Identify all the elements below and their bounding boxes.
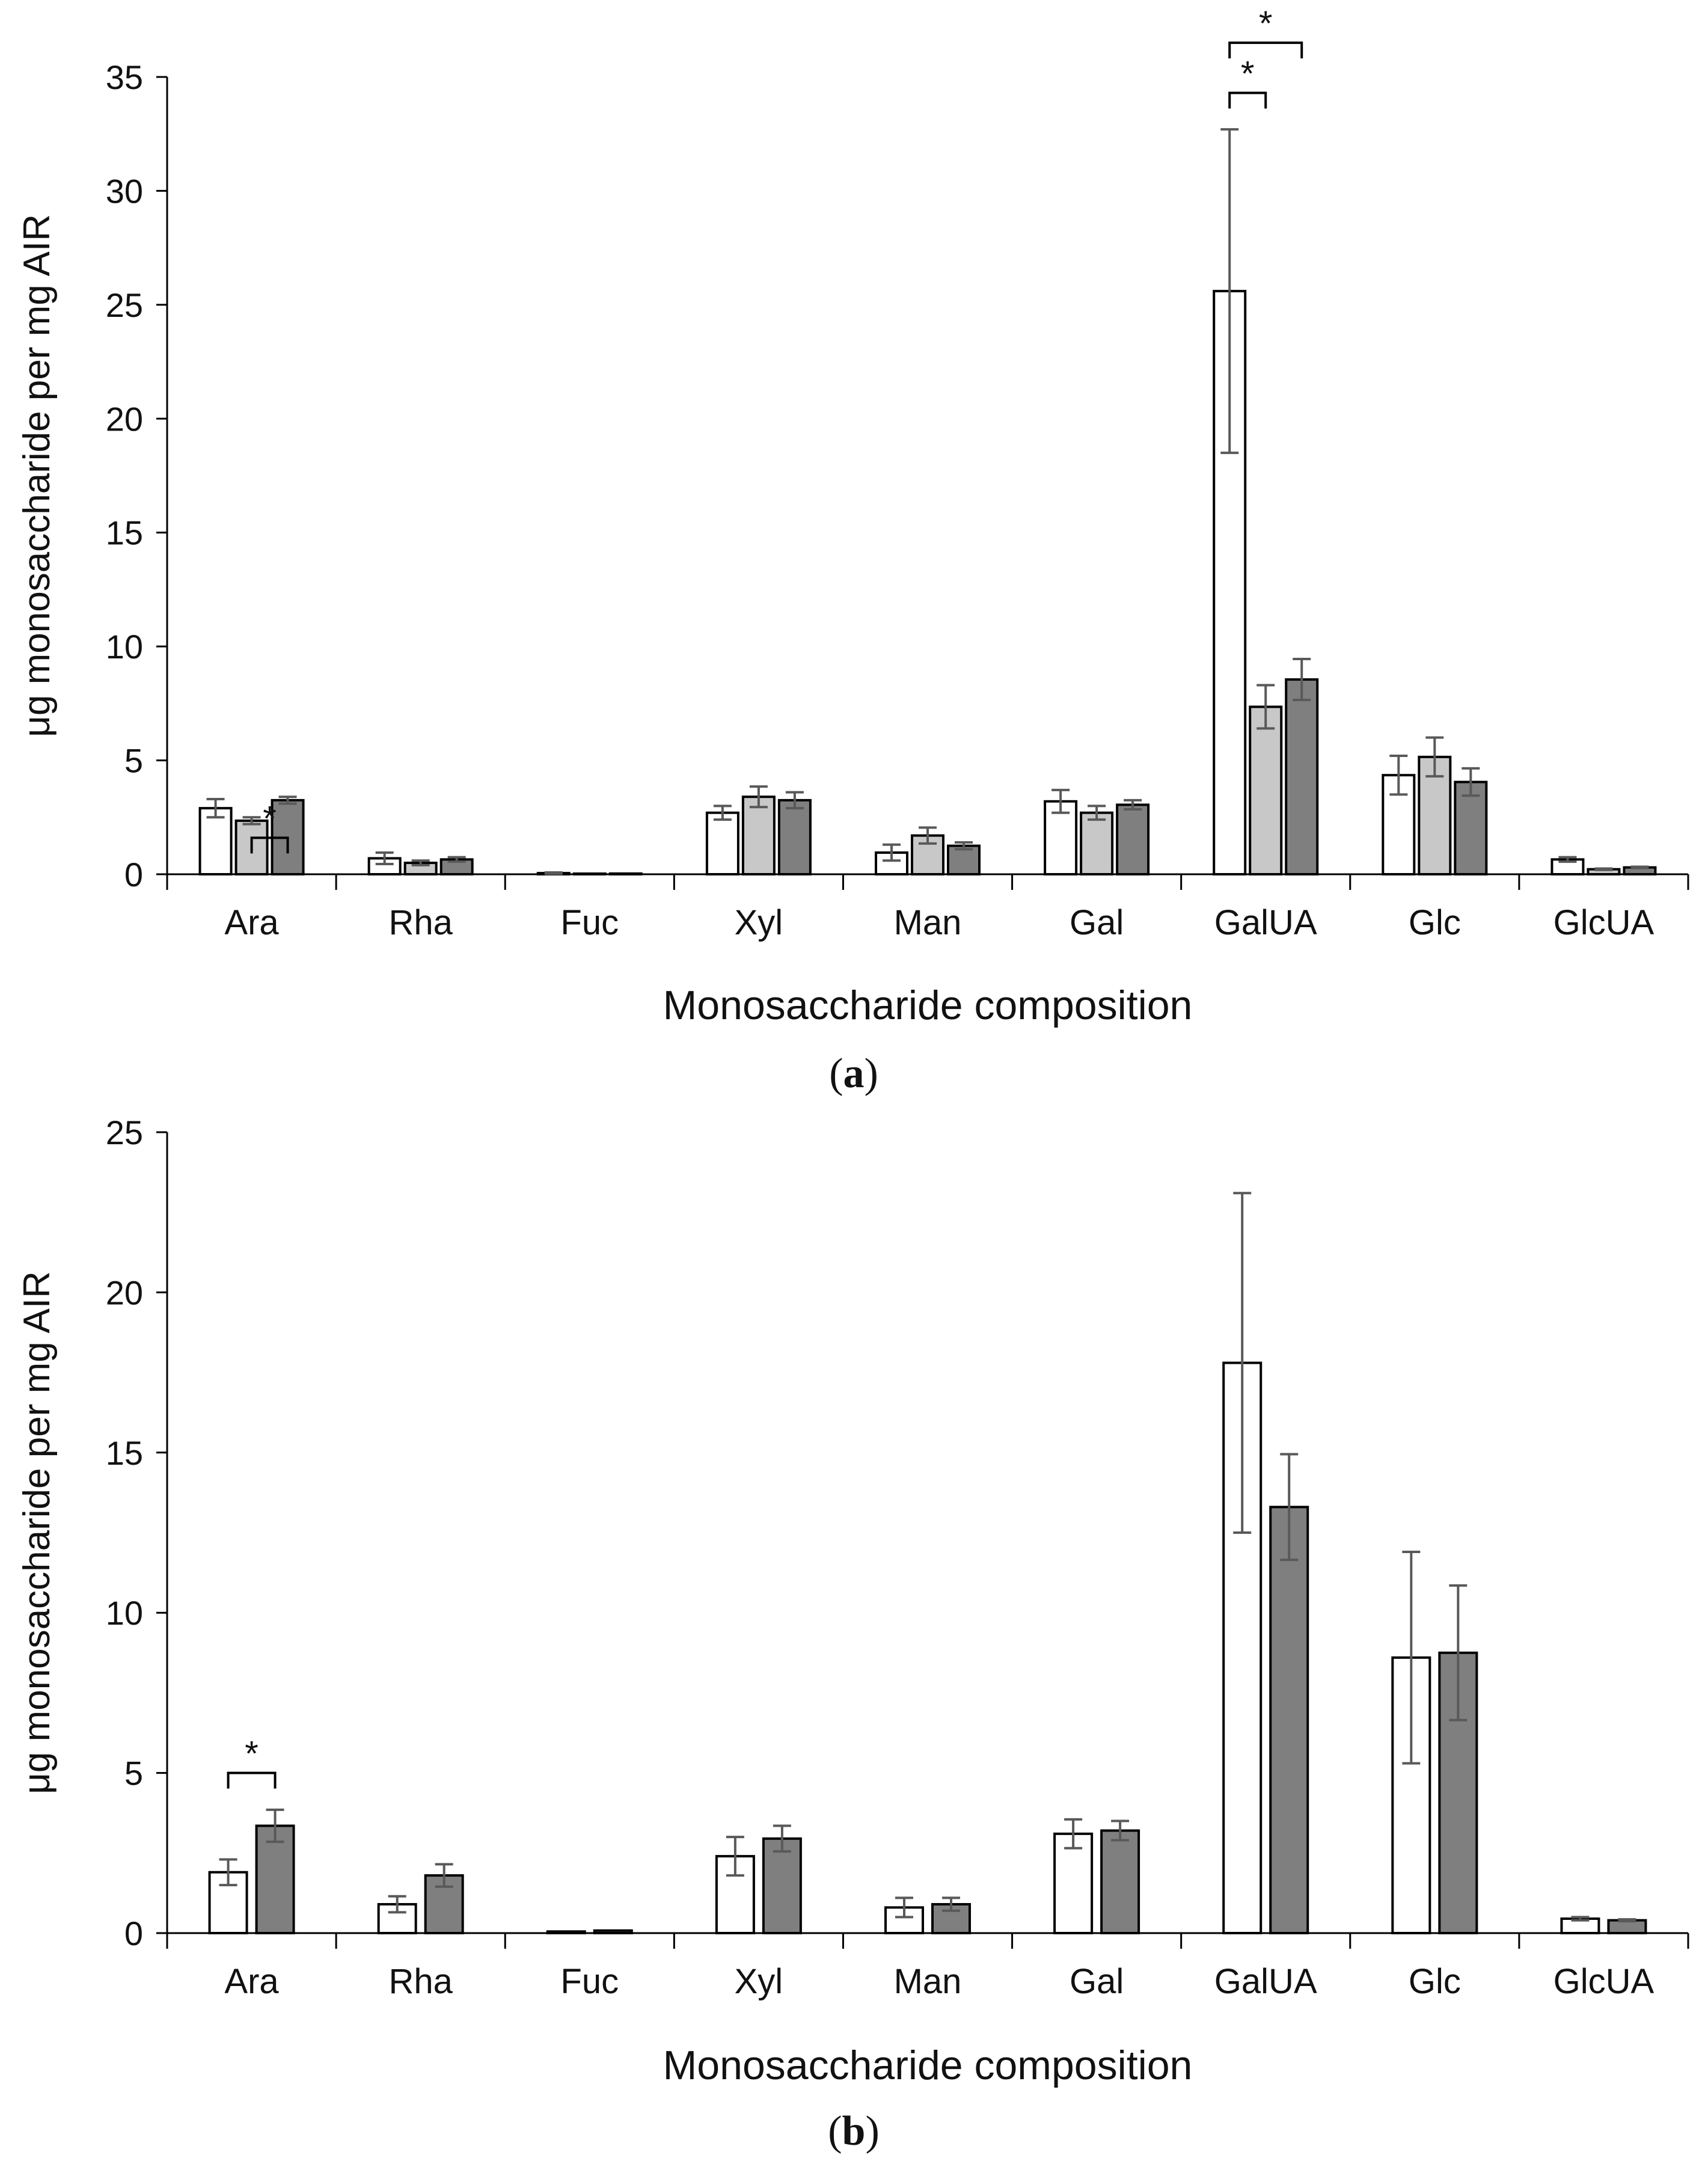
significance-bracket bbox=[250, 836, 289, 854]
bar-gal-series-3 bbox=[1116, 803, 1150, 876]
x-tick-label: Xyl bbox=[735, 903, 783, 942]
y-tick-label: 15 bbox=[106, 1434, 143, 1472]
y-tick-label: 5 bbox=[124, 742, 143, 780]
x-tick-label: Man bbox=[894, 903, 962, 942]
significance-star: * bbox=[1259, 4, 1273, 43]
y-tick-label: 25 bbox=[106, 286, 143, 324]
bar-xyl-series-1 bbox=[705, 811, 739, 876]
x-tick-label: Fuc bbox=[560, 903, 619, 942]
chart-panel-a: 0 5 10 15 20 25 30 35 Ara Rha Fuc Xyl Man Gal GalUA Glc… bbox=[16, 4, 1689, 1097]
x-tick-label: GalUA bbox=[1214, 1962, 1317, 2001]
y-tick-label: 5 bbox=[124, 1755, 143, 1792]
y-tick-label: 20 bbox=[106, 1273, 143, 1311]
bar-fuc-series-3 bbox=[593, 1929, 633, 1934]
bar-galua-series-3 bbox=[1269, 1506, 1309, 1934]
y-tick-label: 0 bbox=[124, 1914, 143, 1952]
panel-label: (b) bbox=[828, 2108, 880, 2154]
x-tick-label: GalUA bbox=[1214, 903, 1317, 942]
y-tick-label: 10 bbox=[106, 628, 143, 666]
significance-bracket bbox=[1228, 91, 1267, 109]
bar-fuc-series-1 bbox=[546, 1930, 586, 1934]
bar-galua-series-3 bbox=[1285, 678, 1319, 875]
bar-gal-series-3 bbox=[1100, 1829, 1140, 1934]
significance-bracket bbox=[227, 1771, 277, 1789]
y-tick-label: 30 bbox=[106, 172, 143, 210]
x-tick-label: Gal bbox=[1070, 1962, 1124, 2001]
bar-xyl-series-2 bbox=[741, 795, 776, 876]
bar-galua-series-2 bbox=[1249, 705, 1283, 876]
x-tick-label: Fuc bbox=[560, 1962, 619, 2001]
x-tick-label: GlcUA bbox=[1553, 903, 1654, 942]
bar-xyl-series-3 bbox=[762, 1837, 802, 1934]
significance-bracket bbox=[1228, 41, 1303, 59]
x-tick-label: Glc bbox=[1409, 1962, 1461, 2001]
y-tick-label: 20 bbox=[106, 400, 143, 438]
x-tick-label: Man bbox=[894, 1962, 962, 2001]
x-tick-label: Ara bbox=[224, 1962, 279, 2001]
x-tick-label: Rha bbox=[388, 1962, 453, 2001]
bar-xyl-series-3 bbox=[777, 798, 812, 876]
significance-star: * bbox=[1241, 55, 1255, 94]
x-tick-label: Glc bbox=[1409, 903, 1461, 942]
y-tick-label: 35 bbox=[106, 58, 143, 96]
x-axis-title: Monosaccharide composition bbox=[663, 982, 1193, 1028]
bar-ara-series-1 bbox=[198, 807, 233, 876]
x-axis-title: Monosaccharide composition bbox=[663, 2043, 1193, 2088]
significance-star: * bbox=[245, 1735, 259, 1774]
y-tick-label: 15 bbox=[106, 514, 143, 552]
y-tick-label: 0 bbox=[124, 856, 143, 893]
y-axis-title: μg monosaccharide per mg AIR bbox=[16, 214, 58, 737]
significance-star: * bbox=[263, 799, 277, 838]
x-tick-label: Rha bbox=[388, 903, 453, 942]
y-axis-title: μg monosaccharide per mg AIR bbox=[16, 1271, 58, 1794]
y-tick-label: 25 bbox=[106, 1114, 143, 1151]
bar-glc-series-3 bbox=[1454, 780, 1488, 876]
y-tick-label: 10 bbox=[106, 1594, 143, 1632]
x-tick-label: Gal bbox=[1070, 903, 1124, 942]
bar-gal-series-2 bbox=[1080, 811, 1114, 876]
chart-panel-b: 0 5 10 15 20 25 Ara Rha Fuc Xyl Man Gal GalUA Glc GlcU… bbox=[16, 1114, 1689, 2154]
x-tick-label: Xyl bbox=[735, 1962, 783, 2001]
panel-label: (a) bbox=[829, 1050, 878, 1097]
x-tick-label: Ara bbox=[224, 903, 279, 942]
x-tick-label: GlcUA bbox=[1553, 1962, 1654, 2001]
bar-ara-series-3 bbox=[255, 1824, 295, 1934]
